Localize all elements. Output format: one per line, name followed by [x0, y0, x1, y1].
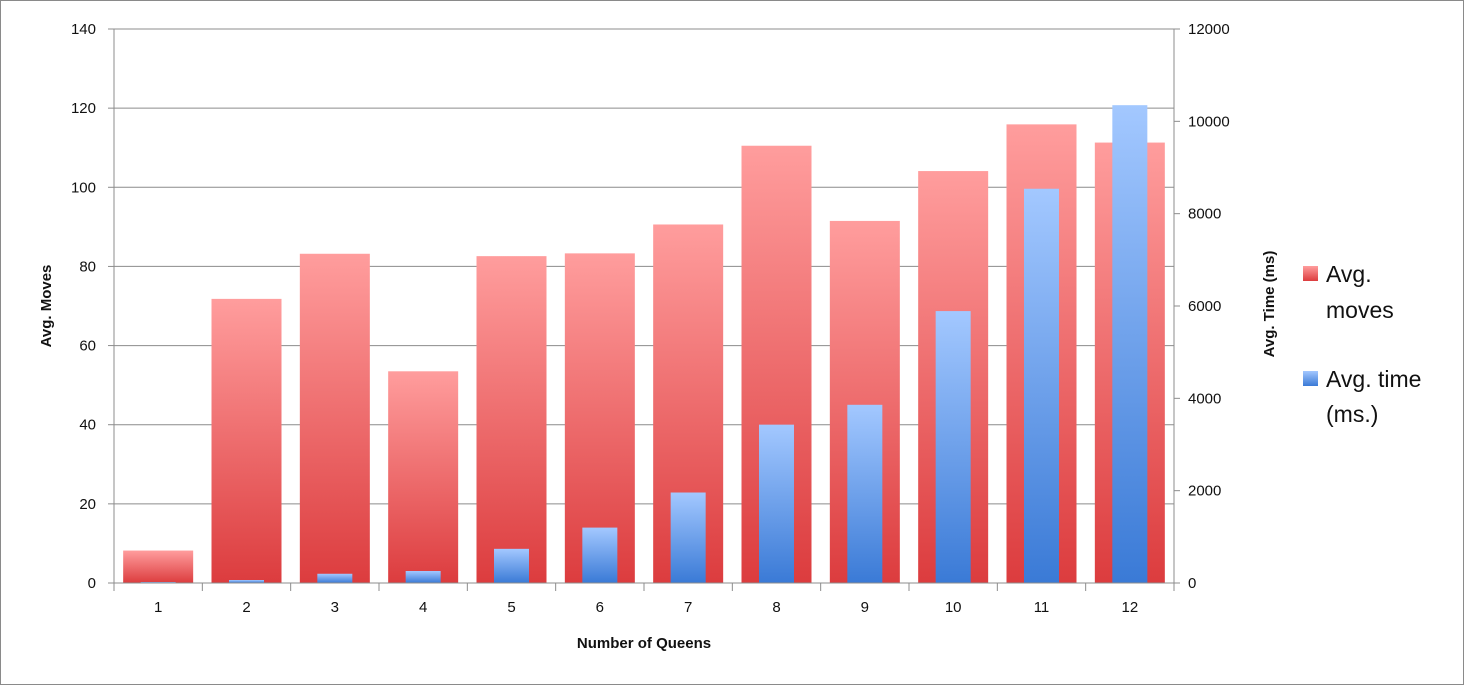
- bar-moves: [299, 253, 370, 583]
- left-tick-label: 60: [79, 338, 96, 355]
- x-tick-label: 11: [1034, 599, 1050, 616]
- x-tick-label: 4: [419, 599, 427, 616]
- legend-swatch-time: [1303, 371, 1318, 386]
- legend-label-moves-line2: moves: [1326, 297, 1394, 323]
- bar-time: [670, 492, 706, 583]
- x-tick-label: 5: [507, 599, 515, 616]
- right-axis-title: Avg. Time (ms): [1261, 251, 1278, 358]
- bar-time: [582, 527, 618, 583]
- x-tick-label: 12: [1121, 599, 1138, 616]
- x-tick-label: 10: [945, 599, 962, 616]
- bar-time: [847, 404, 883, 583]
- bar-moves: [388, 371, 459, 583]
- left-axis-title: Avg. Moves: [38, 265, 55, 348]
- left-tick-label: 0: [88, 575, 96, 592]
- legend: Avg. moves Avg. time (ms.): [1303, 261, 1421, 427]
- legend-label-time-line2: (ms.): [1326, 401, 1378, 427]
- gridlines: [114, 28, 1174, 505]
- x-axis-title: Number of Queens: [577, 635, 711, 652]
- left-tick-label: 80: [79, 258, 96, 275]
- left-tick-label: 140: [71, 21, 96, 38]
- right-tick-label: 2000: [1188, 483, 1221, 500]
- legend-label-moves-line1: Avg.: [1326, 261, 1372, 287]
- x-tick-label: 8: [772, 599, 780, 616]
- bar-time: [1112, 105, 1148, 584]
- bar-time: [759, 424, 794, 583]
- right-tick-label: 10000: [1188, 113, 1230, 130]
- x-tick-label: 2: [242, 599, 250, 616]
- left-tick-label: 100: [71, 179, 96, 196]
- time-bars: [140, 105, 1148, 584]
- legend-label-time-line1: Avg. time: [1326, 366, 1421, 392]
- x-tick-label: 6: [596, 599, 604, 616]
- legend-swatch-moves: [1303, 266, 1318, 281]
- bar-time: [1024, 188, 1059, 583]
- bar-moves: [476, 256, 547, 583]
- bar-time: [317, 573, 353, 583]
- right-tick-label: 12000: [1188, 21, 1230, 38]
- bar-time: [405, 570, 441, 583]
- x-tick-label: 7: [684, 599, 692, 616]
- bar-moves: [123, 550, 194, 583]
- bar-time: [494, 548, 529, 583]
- left-tick-label: 120: [71, 100, 96, 117]
- right-tick-label: 0: [1188, 575, 1196, 592]
- x-axis-ticks: 1 2 3 4 5 6 7 8 9 10 11 12: [113, 583, 1175, 616]
- right-tick-label: 4000: [1188, 390, 1221, 407]
- x-tick-label: 3: [331, 599, 339, 616]
- right-tick-label: 8000: [1188, 206, 1221, 223]
- right-tick-label: 6000: [1188, 298, 1221, 315]
- bar-time: [935, 311, 971, 583]
- right-axis-ticks: 0 2000 4000 6000 8000 10000 12000: [1174, 21, 1230, 592]
- bar-time: [229, 579, 264, 583]
- x-tick-label: 9: [861, 599, 869, 616]
- moves-bars: [123, 124, 1165, 584]
- x-tick-label: 1: [154, 599, 162, 616]
- left-tick-label: 40: [79, 417, 96, 434]
- left-axis-ticks: 0 20 40 60 80 100 120 140: [71, 21, 114, 592]
- bar-moves: [211, 298, 282, 583]
- left-tick-label: 20: [79, 496, 96, 513]
